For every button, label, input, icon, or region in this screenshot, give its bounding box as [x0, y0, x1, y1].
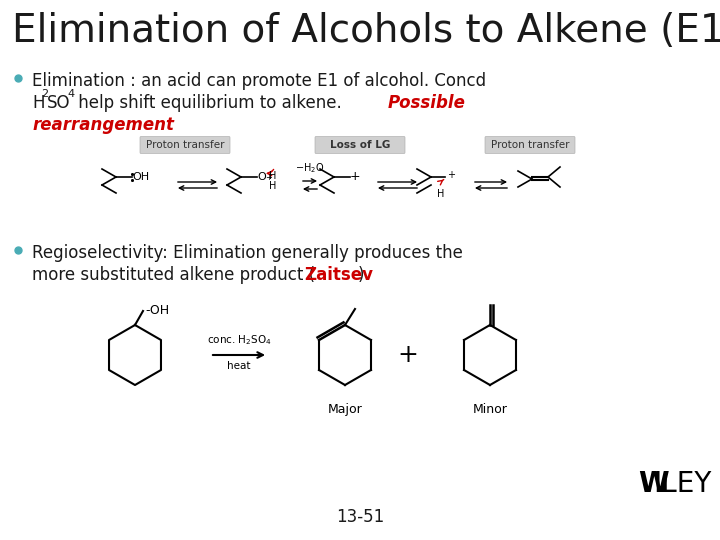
- Text: Major: Major: [328, 403, 362, 416]
- Text: H: H: [269, 171, 276, 181]
- FancyBboxPatch shape: [485, 137, 575, 153]
- FancyArrowPatch shape: [438, 179, 444, 185]
- Text: Proton transfer: Proton transfer: [491, 140, 570, 150]
- Text: Proton transfer: Proton transfer: [145, 140, 224, 150]
- Text: Zaitsev: Zaitsev: [304, 266, 373, 284]
- FancyBboxPatch shape: [140, 137, 230, 153]
- Text: Elimination : an acid can promote E1 of alcohol. Concd: Elimination : an acid can promote E1 of …: [32, 72, 486, 90]
- Text: SO: SO: [47, 94, 71, 112]
- Text: OH: OH: [132, 172, 149, 182]
- Text: 13-51: 13-51: [336, 508, 384, 526]
- Text: $-$H$_2$O: $-$H$_2$O: [295, 161, 325, 175]
- Text: O: O: [257, 172, 266, 182]
- Text: -OH: -OH: [145, 305, 169, 318]
- Text: more substituted alkene product (: more substituted alkene product (: [32, 266, 315, 284]
- Text: H: H: [437, 189, 445, 199]
- Text: rearrangement: rearrangement: [32, 116, 174, 134]
- Text: heat: heat: [228, 361, 251, 371]
- Text: +: +: [397, 343, 418, 367]
- Text: conc. H$_2$SO$_4$: conc. H$_2$SO$_4$: [207, 333, 271, 347]
- Text: Elimination of Alcohols to Alkene (E1): Elimination of Alcohols to Alkene (E1): [12, 12, 720, 50]
- FancyBboxPatch shape: [315, 137, 405, 153]
- Text: +: +: [350, 171, 361, 184]
- Text: Minor: Minor: [472, 403, 508, 416]
- Text: +: +: [447, 170, 455, 180]
- Text: 4: 4: [67, 89, 74, 99]
- Text: Loss of LG: Loss of LG: [330, 140, 390, 150]
- Text: H: H: [269, 181, 276, 191]
- Text: +: +: [265, 173, 272, 182]
- Text: 2: 2: [41, 89, 48, 99]
- FancyArrowPatch shape: [267, 170, 274, 176]
- Text: ILEY: ILEY: [653, 470, 711, 498]
- Text: Possible: Possible: [388, 94, 466, 112]
- Text: W: W: [638, 470, 669, 498]
- Text: Regioselectivity: Elimination generally produces the: Regioselectivity: Elimination generally …: [32, 244, 463, 262]
- Text: H: H: [32, 94, 45, 112]
- Text: help shift equilibrium to alkene.: help shift equilibrium to alkene.: [73, 94, 347, 112]
- Text: ): ): [358, 266, 364, 284]
